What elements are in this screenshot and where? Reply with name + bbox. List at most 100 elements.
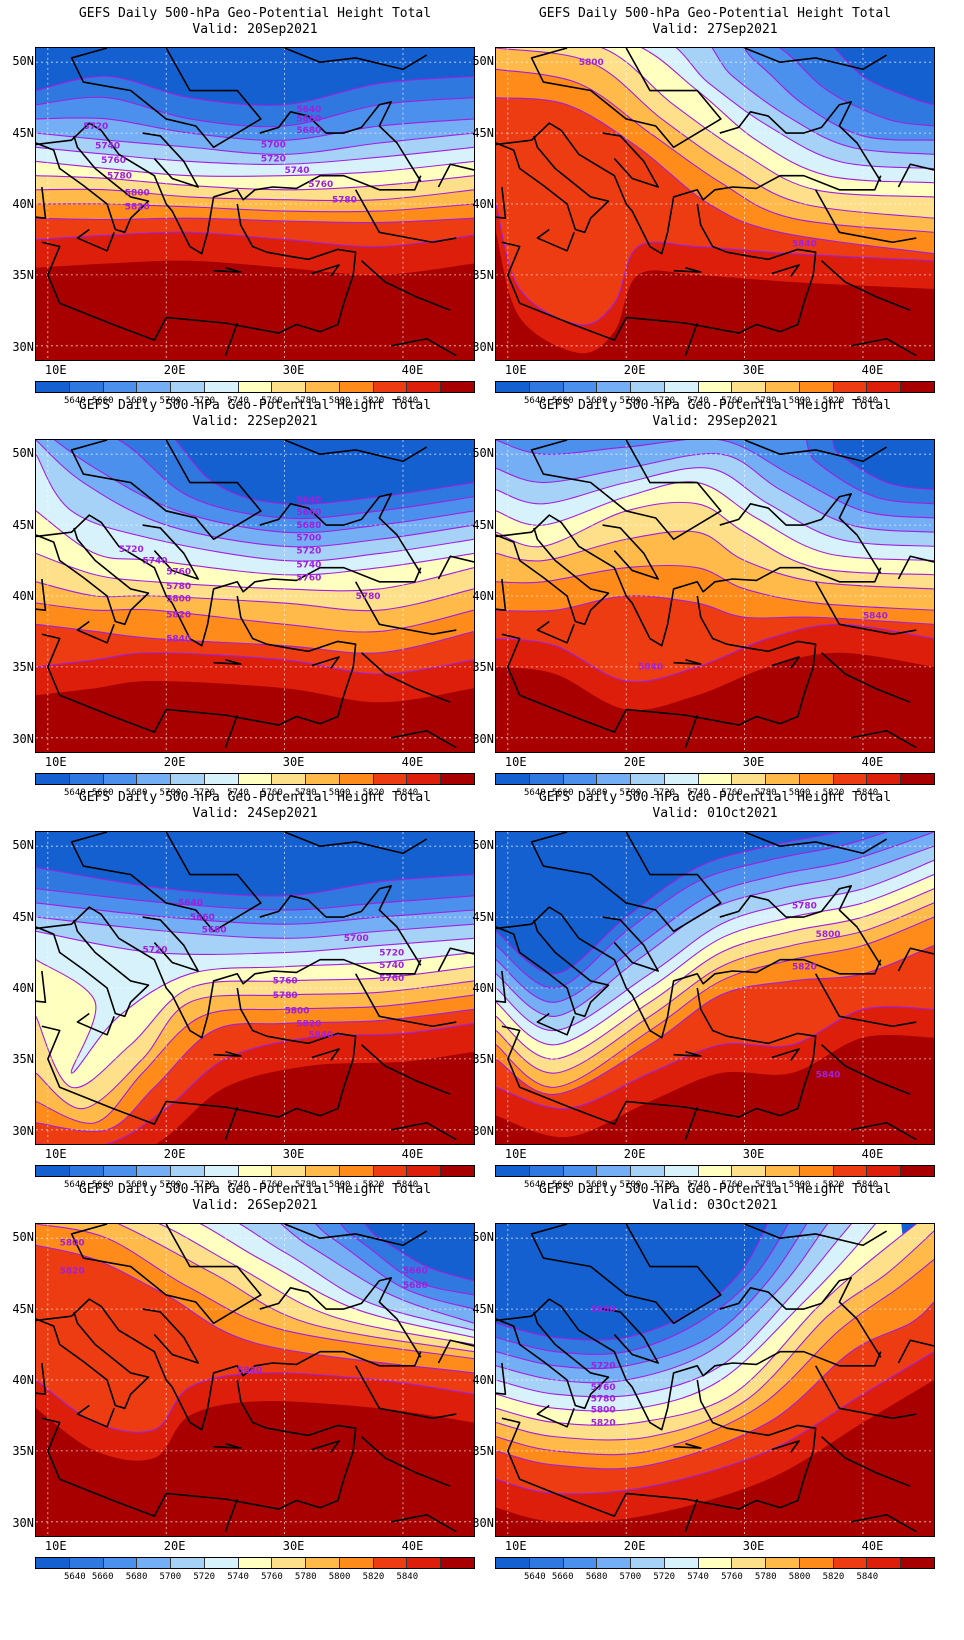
- coastline: [684, 714, 699, 748]
- colorbar-swatch: [799, 382, 834, 392]
- colorbar-ticks: 5640 5660 5680 5700 5720 5740 5760 5780 5800 5820…: [495, 396, 935, 408]
- contour-label: 5700: [261, 140, 286, 150]
- latitude-label: 30N: [472, 1515, 494, 1530]
- colorbar-swatch: [339, 382, 374, 392]
- contour-line: [496, 48, 934, 219]
- contour-label: 5780: [356, 592, 381, 602]
- colorbar-swatch: [631, 774, 665, 784]
- latitude-label: 35N: [472, 1052, 494, 1067]
- colorbar-label: 5840: [856, 396, 879, 406]
- panel-title: GEFS Daily 500-hPa Geo-Potential Height …: [538, 790, 892, 805]
- height-map: 5680 5720 5760 5780 5800 5820: [495, 1223, 935, 1537]
- colorbar-ticks: 5640 5660 5680 5700 5720 5740 5760 5780 5800 5820…: [495, 1572, 935, 1584]
- longitude-label: 40E: [401, 1147, 424, 1161]
- colorbar-swatch: [36, 1558, 70, 1568]
- map-panel: GEFS Daily 500-hPa Geo-Potential Height …: [0, 0, 482, 410]
- contour-label: 5720: [261, 154, 286, 164]
- latitude-label: 30N: [12, 731, 34, 746]
- height-band-max: [496, 652, 934, 752]
- colorbar-label: 5660: [551, 788, 574, 798]
- height-map: 5780 5800 5820 5840: [495, 831, 935, 1145]
- contour-label: 5800: [166, 595, 191, 605]
- coastline: [36, 1298, 422, 1431]
- colorbar-label: 5780: [754, 396, 777, 406]
- coastline: [496, 135, 610, 234]
- panel-title: GEFS Daily 500-hPa Geo-Potential Height …: [538, 6, 892, 21]
- coastline: [719, 1277, 882, 1358]
- colorbar-swatch: [732, 1166, 767, 1176]
- contour-label: 5660: [403, 1267, 428, 1277]
- map-panel: GEFS Daily 500-hPa Geo-Potential Height …: [0, 392, 482, 802]
- contour-label: 5840: [863, 612, 888, 622]
- colorbar-swatch: [171, 774, 205, 784]
- colorbar-swatch: [833, 382, 868, 392]
- colorbar-swatch: [306, 1166, 340, 1176]
- colorbar-swatch: [238, 774, 273, 784]
- colorbar-swatch: [238, 1166, 273, 1176]
- contour-line: [711, 48, 934, 155]
- colorbar-swatch: [238, 1558, 273, 1568]
- contour-label: 5800: [285, 1007, 310, 1017]
- contour-line: [496, 1230, 934, 1441]
- colorbar-label: 5640: [524, 396, 546, 406]
- colorbar-label: 5740: [687, 1572, 709, 1582]
- coastline: [213, 659, 242, 665]
- contour-label: 5840: [237, 1366, 262, 1376]
- colorbar-ticks: 5640 5660 5680 5700 5720 5740 5760 5780 5800 5820…: [495, 1180, 935, 1192]
- latitude-label: 40N: [472, 981, 494, 995]
- coastline: [602, 1308, 659, 1364]
- latitude-label: 50N: [12, 446, 34, 461]
- contour-line: [496, 501, 934, 576]
- longitude-label: 10E: [504, 1539, 527, 1553]
- coastline: [354, 1365, 457, 1420]
- colorbar-swatch: [529, 774, 564, 784]
- coastline: [744, 48, 888, 71]
- colorbar-swatch: [373, 382, 408, 392]
- coastline: [437, 1339, 474, 1364]
- colorbar-label: 5760: [721, 396, 743, 406]
- contour-line: [496, 68, 934, 233]
- contour-line: [496, 916, 934, 1088]
- colorbar-swatch: [36, 382, 70, 392]
- colorbar-label: 5740: [227, 1180, 249, 1190]
- height-map: 5800 5840: [495, 47, 935, 361]
- colorbar-swatch: [103, 1166, 138, 1176]
- colorbar-label: 5760: [261, 396, 283, 406]
- height-band-max: [36, 260, 474, 360]
- coastline: [496, 1298, 882, 1431]
- contour-label: 5800: [125, 188, 150, 198]
- colorbar-label: 5680: [125, 788, 148, 798]
- colorbar-swatch: [373, 1166, 408, 1176]
- coastline: [224, 1498, 239, 1532]
- panel-valid-date: Valid: 24Sep2021: [192, 806, 318, 821]
- contour-label: 5740: [285, 166, 310, 176]
- coastline: [36, 906, 422, 1039]
- height-map: 5640 5660 5680 5700 5720 5720 5740 5760 5760 5780…: [35, 831, 475, 1145]
- coastline: [36, 970, 47, 1004]
- colorbar-label: 5820: [362, 1180, 385, 1190]
- latitude-label: 50N: [472, 446, 494, 461]
- contour-label: 5760: [166, 568, 191, 578]
- coastline: [496, 970, 507, 1004]
- contour-label: 5700: [344, 934, 369, 944]
- coastline: [530, 48, 722, 149]
- contour-label: 5760: [379, 974, 404, 984]
- latitude-label: 50N: [12, 1230, 34, 1245]
- latitude-label: 35N: [12, 660, 34, 675]
- contour-line: [496, 467, 934, 547]
- colorbar-label: 5640: [64, 1180, 86, 1190]
- coastline: [76, 228, 115, 252]
- map-panel: GEFS Daily 500-hPa Geo-Potential Height …: [460, 392, 942, 802]
- colorbar-swatch: [597, 1166, 632, 1176]
- colorbar-ticks: 5640 5660 5680 5700 5720 5740 5760 5780 5800 5820…: [35, 396, 475, 408]
- coastline: [496, 514, 882, 647]
- colorbar-ticks: 5640 5660 5680 5700 5720 5740 5760 5780 5800 5820…: [495, 788, 935, 800]
- contour-line: [496, 1224, 789, 1355]
- colorbar-swatch: [407, 1166, 442, 1176]
- height-map: 5840 5840: [495, 439, 935, 753]
- contour-line: [36, 175, 474, 191]
- contour-label: 5780: [591, 1394, 616, 1404]
- panel-valid-date: Valid: 22Sep2021: [192, 414, 318, 429]
- contour-label: 5820: [60, 1267, 85, 1277]
- coastline: [744, 1224, 888, 1247]
